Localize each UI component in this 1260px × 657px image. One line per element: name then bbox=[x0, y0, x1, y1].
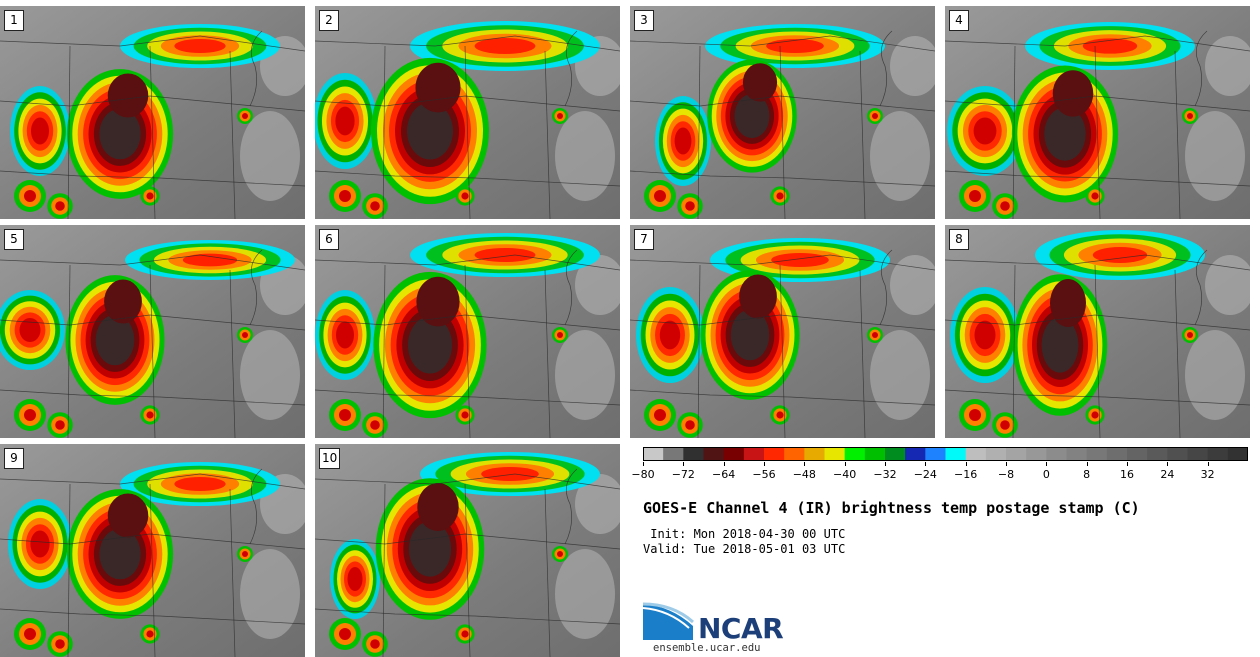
colorbar-swatch bbox=[864, 447, 886, 461]
panel-label: 7 bbox=[634, 229, 654, 250]
ir-map bbox=[315, 6, 620, 219]
colorbar-swatch bbox=[1167, 447, 1188, 461]
ir-map bbox=[945, 225, 1250, 438]
panel-8[interactable]: 8 bbox=[945, 225, 1250, 438]
colorbar-swatch bbox=[985, 447, 1007, 461]
panel-label: 1 bbox=[4, 10, 24, 31]
colorbar-swatch bbox=[643, 447, 664, 461]
panel-label: 8 bbox=[949, 229, 969, 250]
tick-mark bbox=[804, 462, 806, 466]
colorbar-border bbox=[643, 447, 1248, 461]
panel-2[interactable]: 2 bbox=[315, 6, 620, 219]
tick-mark bbox=[1086, 462, 1088, 466]
colorbar-swatch bbox=[1147, 447, 1168, 461]
colorbar-swatch bbox=[723, 447, 745, 461]
tick-label: −24 bbox=[913, 468, 937, 481]
colorbar-swatch bbox=[804, 447, 825, 461]
tick-label: −32 bbox=[873, 468, 897, 481]
tick-label: −40 bbox=[833, 468, 857, 481]
colorbar-swatch bbox=[1066, 447, 1088, 461]
tick-label: −64 bbox=[712, 468, 736, 481]
colorbar-swatch bbox=[1227, 447, 1248, 461]
colorbar-swatch bbox=[925, 447, 946, 461]
colorbar-swatch bbox=[1187, 447, 1209, 461]
tick-mark bbox=[1006, 462, 1007, 466]
panel-label: 9 bbox=[4, 448, 24, 469]
colorbar-swatch bbox=[844, 447, 866, 461]
ir-map bbox=[630, 225, 935, 438]
ir-map bbox=[0, 444, 305, 657]
colorbar-swatch bbox=[663, 447, 684, 461]
tick-mark bbox=[764, 462, 765, 466]
colorbar-swatch bbox=[743, 447, 765, 461]
ir-map bbox=[315, 225, 620, 438]
panel-4[interactable]: 4 bbox=[945, 6, 1250, 219]
tick-label: −80 bbox=[631, 468, 655, 481]
tick-label: −8 bbox=[997, 468, 1015, 481]
panel-label: 10 bbox=[319, 448, 341, 469]
colorbar-ticks: −80 −72 −64 −56 −48 −40 −32 −24 −16 −8 0 8 16 24 32 bbox=[631, 462, 1248, 482]
ir-map bbox=[630, 6, 935, 219]
tick-mark bbox=[1207, 462, 1209, 466]
panel-1[interactable]: 1 bbox=[0, 6, 305, 219]
panel-label: 3 bbox=[634, 10, 654, 31]
tick-label: 24 bbox=[1160, 468, 1175, 481]
tick-mark bbox=[683, 462, 685, 466]
colorbar-swatch bbox=[683, 447, 704, 461]
panel-10[interactable]: 10 bbox=[315, 444, 620, 657]
panel-label: 6 bbox=[319, 229, 339, 250]
init-time: Init: Mon 2018-04-30 00 UTC bbox=[643, 527, 846, 541]
panel-5[interactable]: 5 bbox=[0, 225, 305, 438]
colorbar-swatch bbox=[1086, 447, 1108, 461]
colorbar-swatch bbox=[1127, 447, 1148, 461]
tick-mark bbox=[643, 462, 644, 466]
logo-url: ensemble.ucar.edu bbox=[653, 642, 761, 654]
panel-label: 4 bbox=[949, 10, 969, 31]
tick-label: 8 bbox=[1083, 468, 1091, 481]
tick-label: −48 bbox=[792, 468, 816, 481]
tick-label: 0 bbox=[1042, 468, 1050, 481]
tick-label: −16 bbox=[954, 468, 978, 481]
figure-title: GOES-E Channel 4 (IR) brightness temp po… bbox=[643, 499, 1140, 517]
tick-mark bbox=[1046, 462, 1048, 466]
colorbar-swatch bbox=[1006, 447, 1027, 461]
tick-mark bbox=[844, 462, 846, 466]
colorbar-swatch bbox=[1046, 447, 1067, 461]
ncar-logo-icon bbox=[643, 602, 695, 640]
tick-mark bbox=[723, 462, 725, 466]
tick-label: 32 bbox=[1200, 468, 1215, 481]
colorbar-swatch bbox=[885, 447, 906, 461]
colorbar-swatch bbox=[824, 447, 846, 461]
ir-map bbox=[315, 444, 620, 657]
colorbar-swatch bbox=[784, 447, 805, 461]
colorbar-swatch bbox=[965, 447, 987, 461]
panel-3[interactable]: 3 bbox=[630, 6, 935, 219]
colorbar-swatch bbox=[1207, 447, 1229, 461]
tick-label: 16 bbox=[1120, 468, 1134, 481]
tick-mark bbox=[925, 462, 927, 466]
colorbar bbox=[643, 447, 1248, 461]
panel-7[interactable]: 7 bbox=[630, 225, 935, 438]
panel-label: 5 bbox=[4, 229, 24, 250]
panel-label: 2 bbox=[319, 10, 339, 31]
ir-map bbox=[0, 6, 305, 219]
tick-label: −72 bbox=[671, 468, 695, 481]
logo-wordmark: NCAR bbox=[698, 612, 784, 645]
colorbar-swatch bbox=[1106, 447, 1128, 461]
panel-6[interactable]: 6 bbox=[315, 225, 620, 438]
tick-mark bbox=[885, 462, 886, 466]
colorbar-swatch bbox=[905, 447, 926, 461]
colorbar-swatch bbox=[945, 447, 967, 461]
valid-time: Valid: Tue 2018-05-01 03 UTC bbox=[643, 542, 846, 556]
ir-map bbox=[0, 225, 305, 438]
colorbar-swatch bbox=[703, 447, 725, 461]
ir-map bbox=[945, 6, 1250, 219]
colorbar-swatch bbox=[1026, 447, 1047, 461]
tick-mark bbox=[1127, 462, 1128, 466]
tick-label: −56 bbox=[752, 468, 776, 481]
panel-9[interactable]: 9 bbox=[0, 444, 305, 657]
colorbar-swatch bbox=[764, 447, 785, 461]
tick-mark bbox=[1167, 462, 1169, 466]
tick-mark bbox=[965, 462, 967, 466]
